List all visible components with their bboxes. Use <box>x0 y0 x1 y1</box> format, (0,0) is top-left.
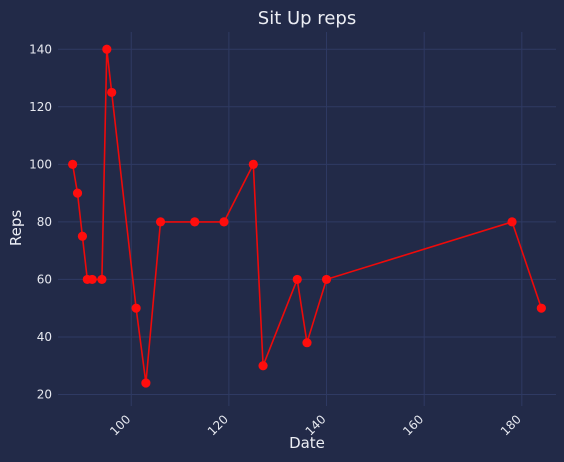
data-point <box>77 231 88 241</box>
data-point <box>219 217 229 227</box>
data-point <box>321 274 332 285</box>
y-axis-label: Reps <box>7 210 25 246</box>
y-tick-labels: 20 40 60 80 100 120 140 <box>29 42 52 401</box>
data-point <box>507 217 517 227</box>
x-tick-label: 100 <box>107 412 133 438</box>
chart-title: Sit Up reps <box>258 8 356 29</box>
data-point <box>190 217 200 227</box>
data-point <box>248 159 258 169</box>
data-point <box>72 188 83 198</box>
y-tick-label: 40 <box>37 330 52 344</box>
series <box>68 44 546 388</box>
y-tick-label: 100 <box>29 157 52 171</box>
data-point <box>131 303 141 313</box>
data-point <box>107 87 117 98</box>
data-point <box>536 303 546 313</box>
y-tick-label: 120 <box>29 100 52 114</box>
y-tick-label: 80 <box>37 215 52 229</box>
data-point <box>292 274 302 285</box>
data-point <box>102 44 112 54</box>
x-tick-label: 180 <box>498 412 524 438</box>
y-tick-label: 20 <box>37 387 52 401</box>
x-tick-label: 120 <box>205 412 231 438</box>
data-point <box>258 361 268 371</box>
x-axis-label: Date <box>289 434 325 452</box>
data-point <box>87 274 97 285</box>
data-point <box>97 274 107 285</box>
y-tick-label: 60 <box>37 272 52 286</box>
plot-area <box>58 32 556 406</box>
data-point <box>302 338 312 348</box>
y-tick-label: 140 <box>29 42 52 56</box>
x-tick-label: 160 <box>400 412 426 438</box>
grid <box>58 32 556 406</box>
data-point <box>68 159 78 169</box>
data-point <box>155 217 166 227</box>
data-point <box>141 378 151 388</box>
